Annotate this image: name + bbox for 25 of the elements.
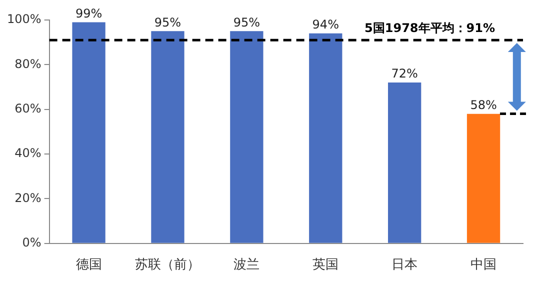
x-tick-label: 波兰	[234, 258, 260, 273]
data-label: 58%	[470, 98, 497, 112]
data-label: 99%	[75, 6, 102, 20]
y-tick-label: 60%	[14, 101, 42, 116]
bar	[72, 22, 106, 243]
data-label: 95%	[233, 15, 260, 30]
x-tick-label: 英国	[312, 258, 339, 273]
y-tick-label: 80%	[14, 56, 42, 71]
bar	[388, 82, 422, 243]
y-tick-label: 100%	[6, 12, 42, 26]
data-label: 94%	[312, 18, 339, 32]
x-tick-label: 苏联（前）	[135, 258, 200, 273]
ref-line-label: 5国1978年平均：91%	[364, 21, 495, 36]
y-tick-label: 20%	[14, 190, 42, 205]
bar	[151, 31, 184, 243]
data-label: 72%	[391, 66, 418, 81]
bar	[466, 114, 500, 243]
y-tick-label: 40%	[14, 146, 42, 160]
x-tick-label: 德国	[76, 258, 102, 273]
x-tick-label: 中国	[470, 258, 497, 273]
bar	[309, 33, 342, 243]
data-label: 95%	[154, 15, 182, 30]
bar	[230, 31, 264, 243]
y-tick-label: 0%	[22, 236, 42, 250]
x-tick-label: 日本	[392, 258, 418, 273]
